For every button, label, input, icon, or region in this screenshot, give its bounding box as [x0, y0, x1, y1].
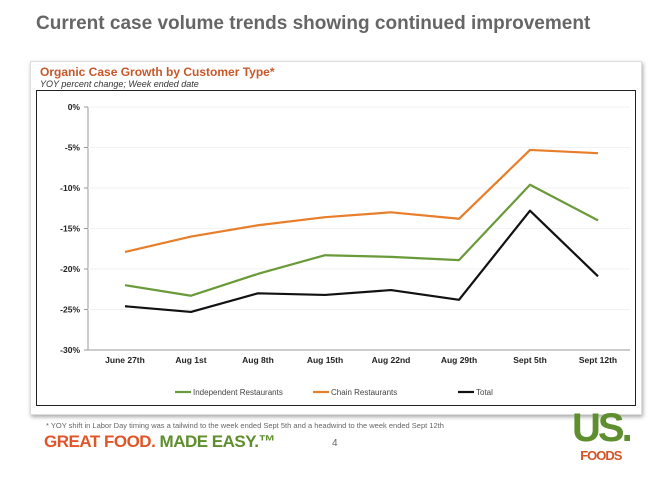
footnote: * YOY shift in Labor Day timing was a ta… [46, 421, 444, 430]
slide-title: Current case volume trends showing conti… [36, 13, 591, 34]
series-line-chain-restaurants [124, 148, 599, 254]
chart-card [30, 61, 642, 415]
x-tick-label: Aug 8th [242, 355, 274, 365]
legend-label: Independent Restaurants [193, 388, 283, 397]
x-tick-label: Aug 1st [175, 355, 206, 365]
legend-label: Chain Restaurants [331, 388, 397, 397]
y-tick-label: 0% [68, 102, 81, 112]
us-foods-logo: US. FOODS [572, 406, 633, 463]
logo-foods: FOODS [580, 448, 622, 463]
y-tick-label: -25% [60, 305, 80, 315]
y-tick-label: -30% [60, 345, 80, 355]
y-tick-label: -10% [60, 183, 80, 193]
legend-label: Total [476, 388, 493, 397]
series-line-independent-restaurants [124, 183, 599, 297]
x-tick-label: Sept 5th [513, 355, 547, 365]
tagline-part-2: MADE EASY.™ [159, 432, 276, 451]
x-tick-label: June 27th [105, 355, 145, 365]
series-line-total [124, 209, 599, 314]
chart-title: Organic Case Growth by Customer Type* [40, 65, 275, 79]
y-tick-label: -20% [60, 264, 80, 274]
chart-subtitle: YOY percent change; Week ended date [40, 79, 199, 89]
x-tick-label: Sept 12th [579, 355, 617, 365]
logo-us: US. [572, 406, 633, 450]
chart-frame [36, 90, 636, 406]
y-tick-label: -5% [65, 143, 81, 153]
tagline: GREAT FOOD. MADE EASY.™ [44, 432, 275, 452]
x-tick-label: Aug 29th [441, 355, 477, 365]
page-number: 4 [332, 438, 338, 449]
x-tick-label: Aug 22nd [372, 355, 411, 365]
y-tick-label: -15% [60, 224, 80, 234]
x-tick-label: Aug 15th [307, 355, 343, 365]
tagline-part-1: GREAT FOOD. [44, 432, 156, 451]
